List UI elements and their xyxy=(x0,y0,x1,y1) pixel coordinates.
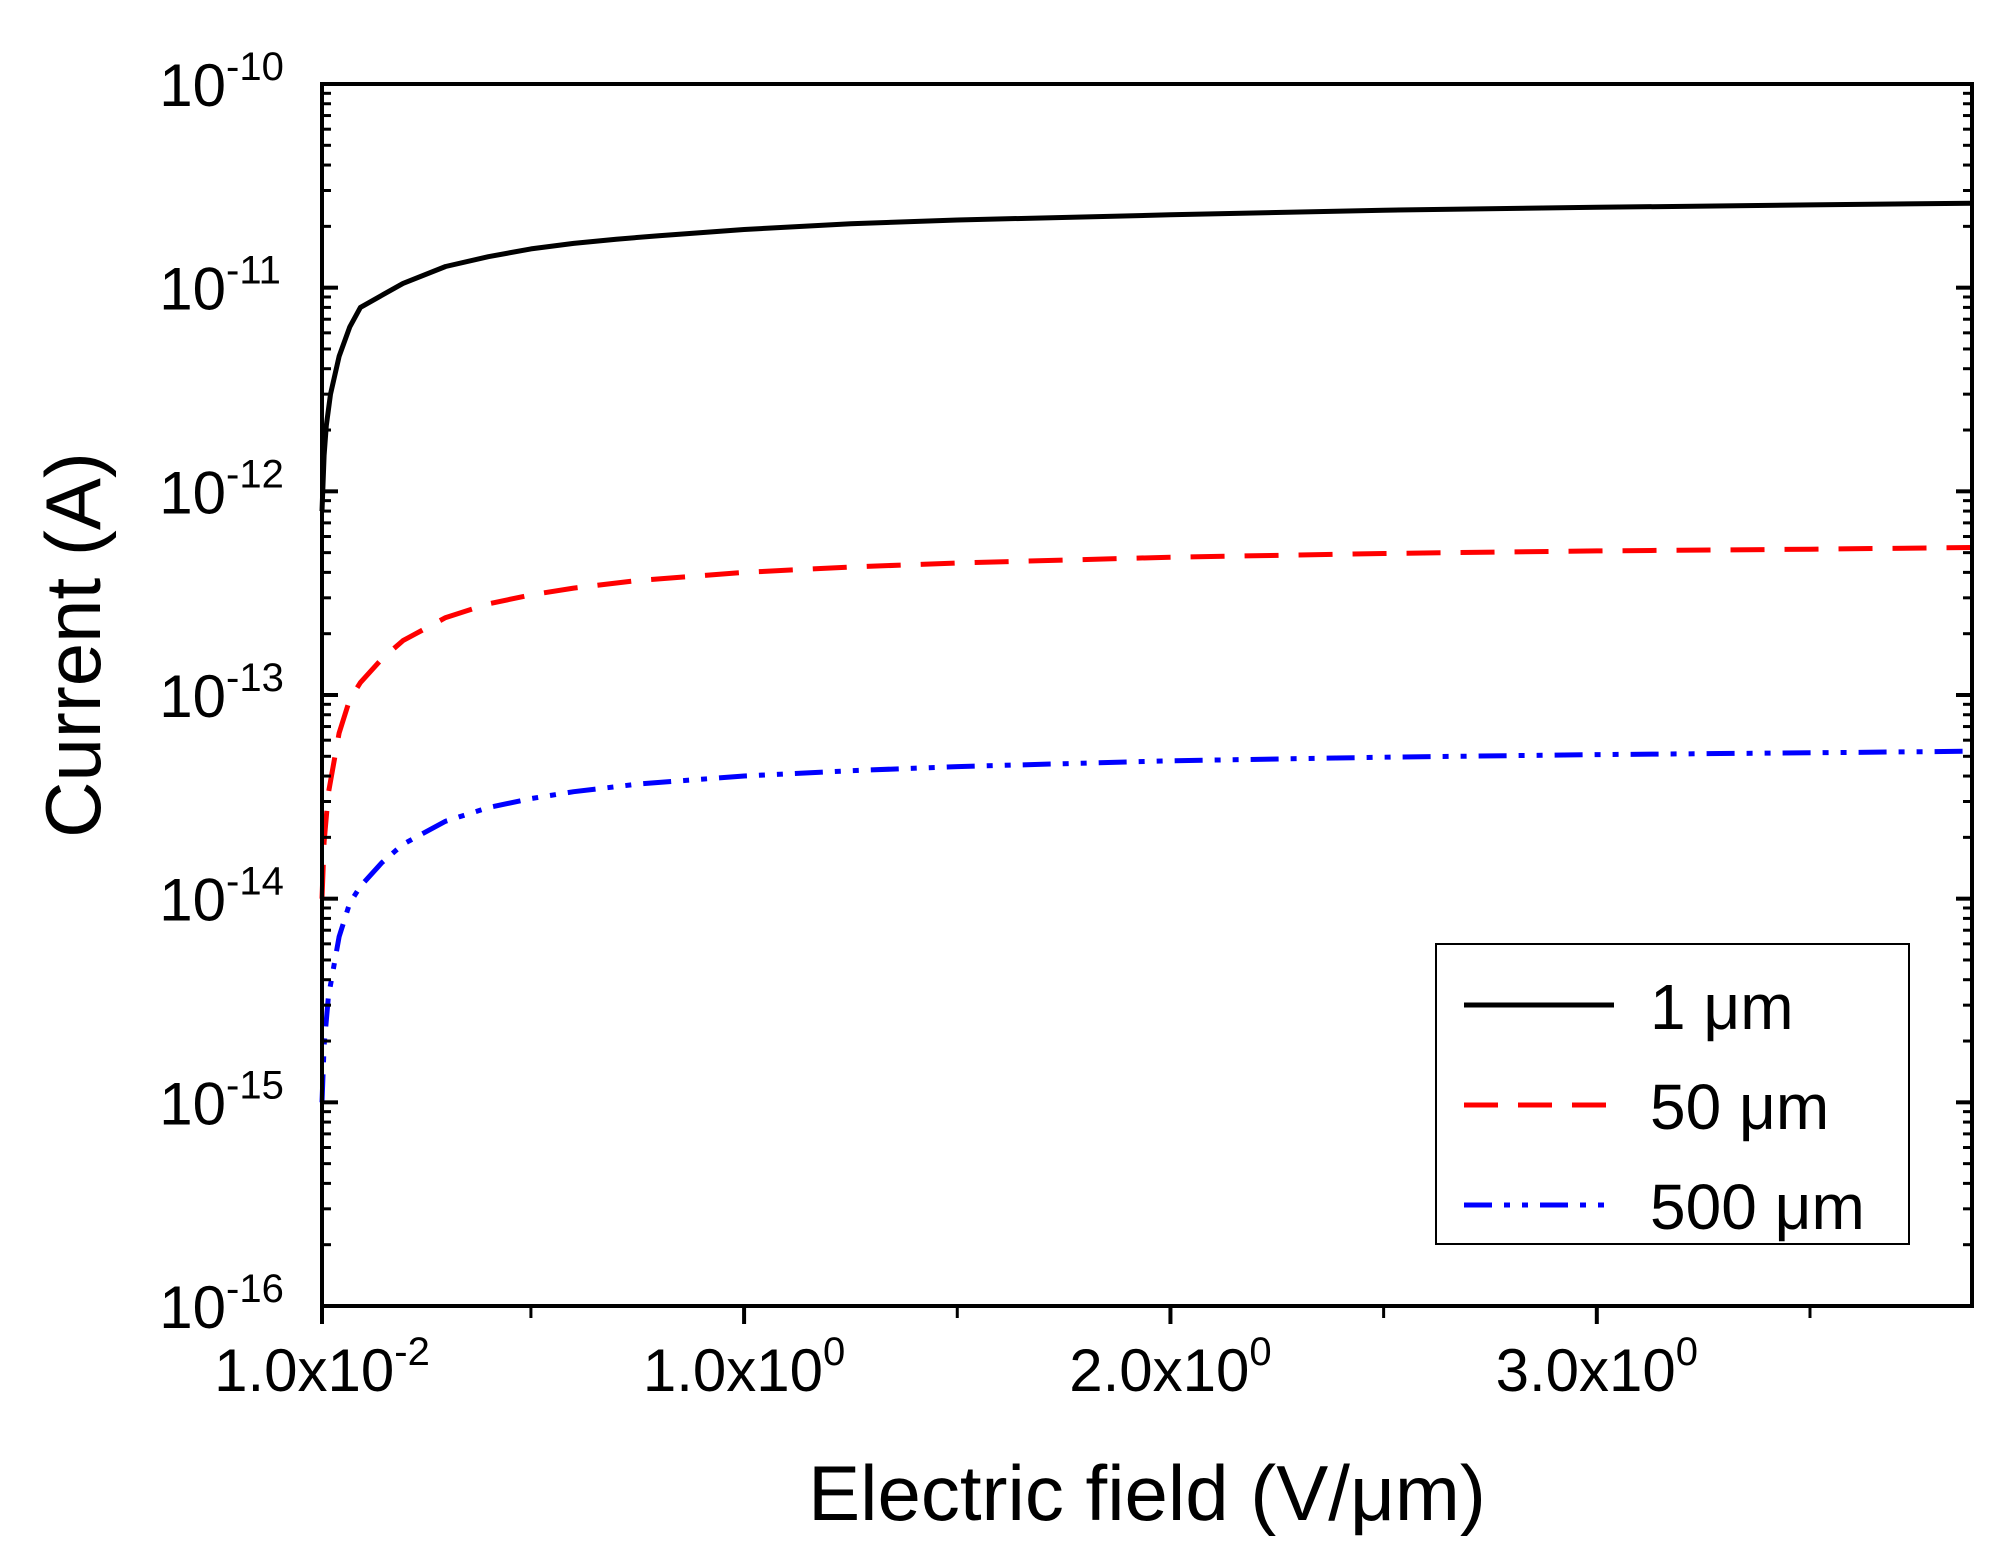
legend: 1 μm 50 μm 500 μm xyxy=(1435,943,1910,1245)
y-tick-label: 10 xyxy=(159,867,226,934)
y-tick-label: 10 xyxy=(159,663,226,730)
x-tick-label: 1.0x10-2 xyxy=(214,1330,430,1404)
y-tick-label: 10 xyxy=(159,256,226,323)
series-line-3 xyxy=(319,748,1973,1103)
y-tick-exponent: -11 xyxy=(226,249,281,293)
y-axis-title: Current (A) xyxy=(29,452,117,838)
series-line-2 xyxy=(319,545,1973,899)
y-tick-exponent: -12 xyxy=(226,452,284,496)
y-tick-exponent: -15 xyxy=(226,1063,284,1107)
legend-label-1: 1 μm xyxy=(1650,971,1794,1043)
y-tick-label: 10 xyxy=(159,1274,226,1341)
y-tick-exponent: -10 xyxy=(226,45,284,89)
y-tick-exponent: -16 xyxy=(226,1267,284,1311)
series-layer xyxy=(319,200,1973,1103)
y-tick-exponent: -14 xyxy=(226,860,284,904)
legend-box xyxy=(1435,943,1910,1245)
legend-label-3: 500 μm xyxy=(1650,1171,1865,1243)
x-axis-title: Electric field (V/μm) xyxy=(808,1449,1486,1537)
x-tick-label: 3.0x100 xyxy=(1496,1330,1698,1404)
series-line-1 xyxy=(319,200,1973,512)
x-tick-label: 2.0x100 xyxy=(1069,1330,1271,1404)
y-tick-exponent: -13 xyxy=(226,656,284,700)
y-tick-label: 10 xyxy=(159,1070,226,1137)
tick-layer xyxy=(320,82,1972,1324)
y-tick-label: 10 xyxy=(159,52,226,119)
legend-label-2: 50 μm xyxy=(1650,1071,1829,1143)
y-tick-label: 10 xyxy=(159,459,226,526)
x-tick-label: 1.0x100 xyxy=(643,1330,845,1404)
